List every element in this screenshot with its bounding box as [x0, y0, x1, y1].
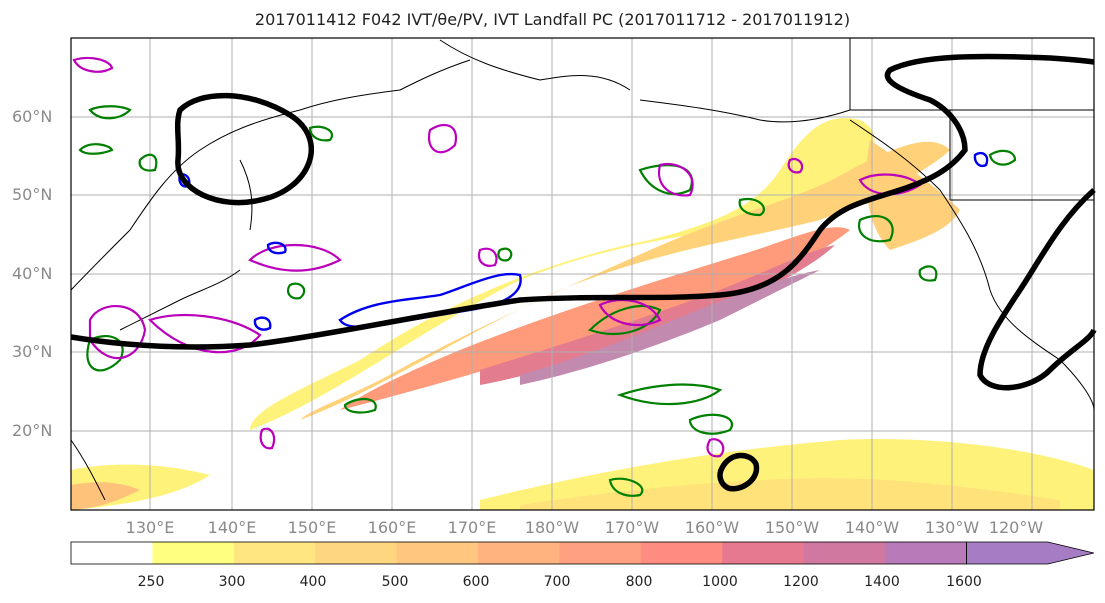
lon-label: 150°E	[287, 518, 337, 537]
map-frame	[70, 37, 1095, 511]
colorbar-label: 300	[218, 574, 246, 590]
colorbar-label: 1600	[946, 574, 982, 590]
lon-label: 170°E	[447, 518, 497, 537]
lon-label: 180°W	[524, 518, 580, 537]
pc-contours	[70, 53, 1097, 492]
colorbar-segment	[803, 542, 886, 564]
colorbar-label: 600	[462, 574, 490, 590]
colorbar-label: 400	[299, 574, 327, 590]
lon-label: 130°W	[924, 518, 980, 537]
pv-contours	[78, 105, 1017, 497]
lon-label: 140°E	[207, 518, 257, 537]
lon-label: 120°W	[988, 518, 1044, 537]
coastlines	[70, 38, 1095, 501]
colorbar-segment	[885, 542, 967, 564]
colorbar-border	[70, 541, 967, 565]
lat-label: 30°N	[12, 342, 53, 361]
lat-label: 60°N	[12, 107, 53, 126]
colorbar-segment	[152, 542, 235, 564]
colorbar-segment	[315, 542, 398, 564]
lon-label: 130°E	[125, 518, 175, 537]
lat-label: 20°N	[12, 421, 53, 440]
colorbar-label: 700	[543, 574, 571, 590]
colorbar-label: 800	[625, 574, 653, 590]
colorbar	[70, 541, 1094, 565]
colorbar-segment	[722, 542, 805, 564]
colorbar-segment	[478, 542, 560, 564]
figure-title: 2017011412 F042 IVT/θe/PV, IVT Landfall …	[254, 10, 851, 29]
colorbar-segment	[559, 542, 642, 564]
colorbar-extend-arrow	[966, 541, 1094, 565]
colorbar-segment	[396, 542, 479, 564]
colorbar-label: 250	[137, 574, 165, 590]
lat-label: 50°N	[12, 185, 53, 204]
lat-label: 40°N	[12, 264, 53, 283]
lon-label: 150°W	[764, 518, 820, 537]
colorbar-segment	[233, 542, 316, 564]
colorbar-label: 1200	[783, 574, 819, 590]
lon-label: 140°W	[844, 518, 900, 537]
lon-label: 170°W	[604, 518, 660, 537]
colorbar-segment	[640, 542, 723, 564]
colorbar-segment	[71, 542, 153, 564]
lon-label: 160°E	[367, 518, 417, 537]
colorbar-label: 500	[381, 574, 409, 590]
colorbar-label: 1400	[864, 574, 900, 590]
lon-label: 160°W	[684, 518, 740, 537]
colorbar-label: 1000	[702, 574, 738, 590]
